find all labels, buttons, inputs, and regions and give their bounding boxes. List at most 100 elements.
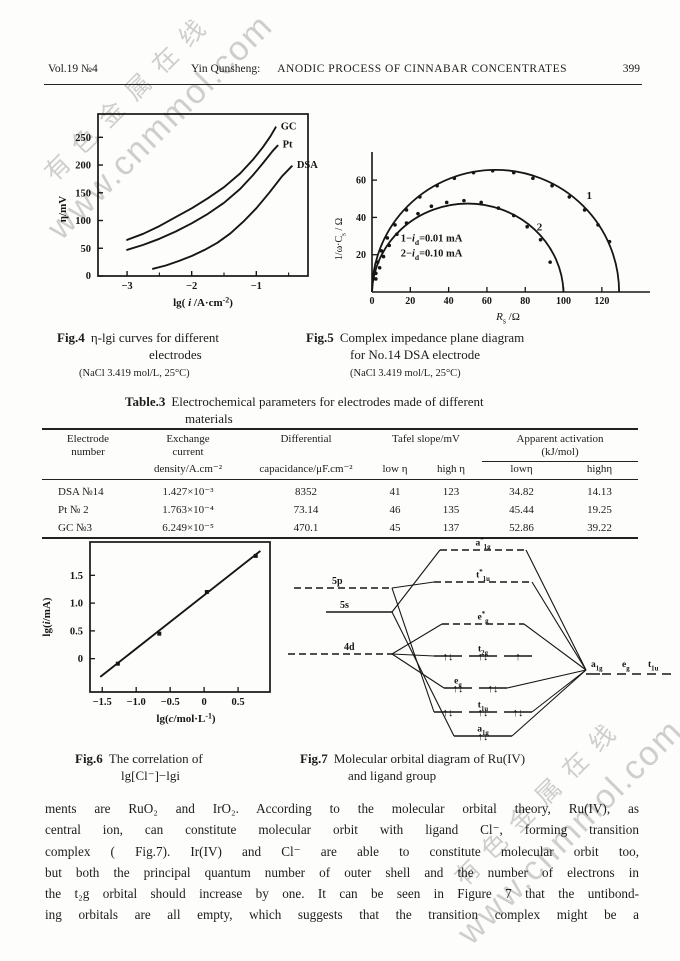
table-cell: 6.249×10⁻⁵	[162, 522, 214, 534]
data-point-2	[395, 232, 399, 236]
col-header-activation: Apparent activation (kJ/mol)	[482, 429, 638, 462]
table-cell: 1.427×10⁻³	[162, 486, 214, 498]
x-axis-label: lg(c/mol·L-1)	[156, 712, 216, 725]
x-tick-label: −1.5	[93, 697, 112, 708]
electron-arrows: ↑↓	[478, 731, 489, 743]
table-body: DSA №14 1.427×10⁻³ 8352 41 123 34.82 14.13 Pt №…	[42, 480, 638, 539]
data-point-1	[471, 170, 476, 175]
table-cell: 39.22	[587, 522, 612, 534]
table-cell: 8352	[295, 486, 317, 498]
table-cell: 46	[389, 504, 401, 516]
data-point-2	[429, 204, 434, 209]
x-tick-label: 80	[520, 296, 530, 307]
data-point-1	[418, 195, 422, 199]
data-point-1	[404, 208, 409, 212]
fig5-caption-tag: Fig.5	[306, 330, 334, 345]
curve-Pt	[126, 144, 279, 251]
data-point-1	[435, 183, 439, 188]
data-point-2	[538, 237, 543, 242]
fit-line	[99, 550, 261, 678]
y-tick-label: 40	[356, 213, 366, 224]
curve-label-2: 2	[537, 221, 543, 233]
data-point	[115, 661, 120, 666]
paragraph-line: central ion, can constitute molecular or…	[45, 822, 639, 838]
fig7-caption-tag: Fig.7	[300, 751, 328, 766]
table-row: Pt № 2 1.763×10⁻⁴ 73.14 46 135 45.44 19.25	[42, 501, 638, 519]
mo-level-label: e*g	[477, 611, 489, 625]
semicircle-2	[371, 202, 565, 293]
col-header-exchange: Exchange current	[166, 433, 210, 458]
y-tick-label: 0	[78, 654, 83, 665]
table-cell: 73.14	[293, 504, 319, 516]
curve-label-GC: GC	[281, 121, 297, 132]
x-tick-label: 100	[556, 296, 571, 307]
fig4-caption-note: (NaCl 3.419 mol/L, 25°C)	[79, 368, 190, 379]
author-name: Yin Qunsheng:	[191, 63, 261, 75]
orbital-connection	[391, 549, 441, 613]
fig4-caption-tag: Fig.4	[57, 330, 85, 345]
mo-level-label: eg	[454, 677, 462, 689]
fig4-caption-text2: electrodes	[149, 347, 202, 362]
orbital-connection	[506, 669, 587, 689]
fig5-caption-note: (NaCl 3.419 mol/L, 25°C)	[350, 368, 461, 379]
y-tick-label: 60	[356, 176, 366, 187]
fig5-caption-text2: for No.14 DSA electrode	[350, 347, 480, 362]
data-point-1	[385, 236, 390, 240]
electron-arrows: ↑↓	[513, 707, 524, 719]
running-title: Yin Qunsheng: ANODIC PROCESS OF CINNABAR…	[168, 63, 590, 75]
table-cell: 34.82	[509, 486, 534, 498]
data-point	[253, 553, 258, 558]
x-tick-label: 0	[370, 296, 375, 307]
y-tick-label: 50	[81, 244, 92, 255]
fig4-eta-lgi-chart: 50 100 150 200 250 0 −3 −2 −1 η/mV lg( i /A·cm-2) G…	[57, 113, 318, 309]
fig4-caption: Fig.4 η-lgi curves for different electrod…	[57, 329, 292, 382]
y-tick-label: 100	[75, 216, 91, 227]
mo-level-label: a*1g	[476, 537, 492, 551]
fig6-caption-tag: Fig.6	[75, 751, 103, 766]
orbital-connection	[391, 623, 443, 655]
data-point-1	[379, 249, 384, 253]
electron-arrows: ↑↓	[488, 683, 499, 695]
data-point-1	[374, 271, 378, 276]
col-header-differential: Differential	[280, 433, 332, 445]
fig4-caption-text: η-lgi curves for different	[90, 330, 220, 345]
table-row: DSA №14 1.427×10⁻³ 8352 41 123 34.82 14.13	[42, 480, 638, 502]
page-header: Vol.19 №4 Yin Qunsheng: ANODIC PROCESS O…	[48, 63, 640, 75]
electron-arrows: ↑↓	[443, 707, 454, 719]
atomic-level-label: 5p	[332, 576, 343, 587]
y-axis-label: η/mV	[57, 196, 69, 222]
table-title: Table.3 Electrochemical parameters for el…	[125, 393, 484, 427]
y-tick-label: 200	[75, 161, 91, 172]
fig6-caption-text: The correlation of	[108, 751, 203, 766]
orbital-connection	[391, 653, 435, 657]
x-tick-label: 60	[482, 296, 492, 307]
data-point-2	[404, 221, 409, 225]
table-cell: 45	[389, 522, 401, 534]
orbital-connection	[525, 549, 587, 671]
x-axis-label: lg( i /A·cm-2)	[173, 296, 233, 309]
x-tick-label: 40	[444, 296, 454, 307]
data-point-2	[525, 224, 529, 229]
data-point	[157, 631, 162, 636]
data-point-2	[479, 200, 483, 205]
paragraph-line: the t₂g orbital should increase by one. …	[45, 886, 639, 902]
data-point-2	[444, 200, 449, 205]
orbital-connection	[511, 669, 587, 737]
volume-issue: Vol.19 №4	[48, 63, 98, 75]
data-point-2	[377, 265, 382, 270]
ligand-level-label: eg	[622, 660, 630, 672]
header-rule	[44, 84, 642, 85]
mo-level-label: a1g	[477, 725, 489, 737]
y-tick-label: 1.0	[70, 599, 83, 610]
y-tick-label: 0.5	[70, 626, 83, 637]
col-header-act-high: highη	[561, 461, 638, 480]
col-header-blank	[42, 461, 134, 480]
col-header-electrode: Electrode number	[66, 433, 110, 458]
data-point-2	[511, 213, 516, 218]
table-cell: 1.763×10⁻⁴	[162, 504, 214, 516]
data-point-2	[548, 260, 552, 264]
data-point-2	[462, 198, 466, 203]
